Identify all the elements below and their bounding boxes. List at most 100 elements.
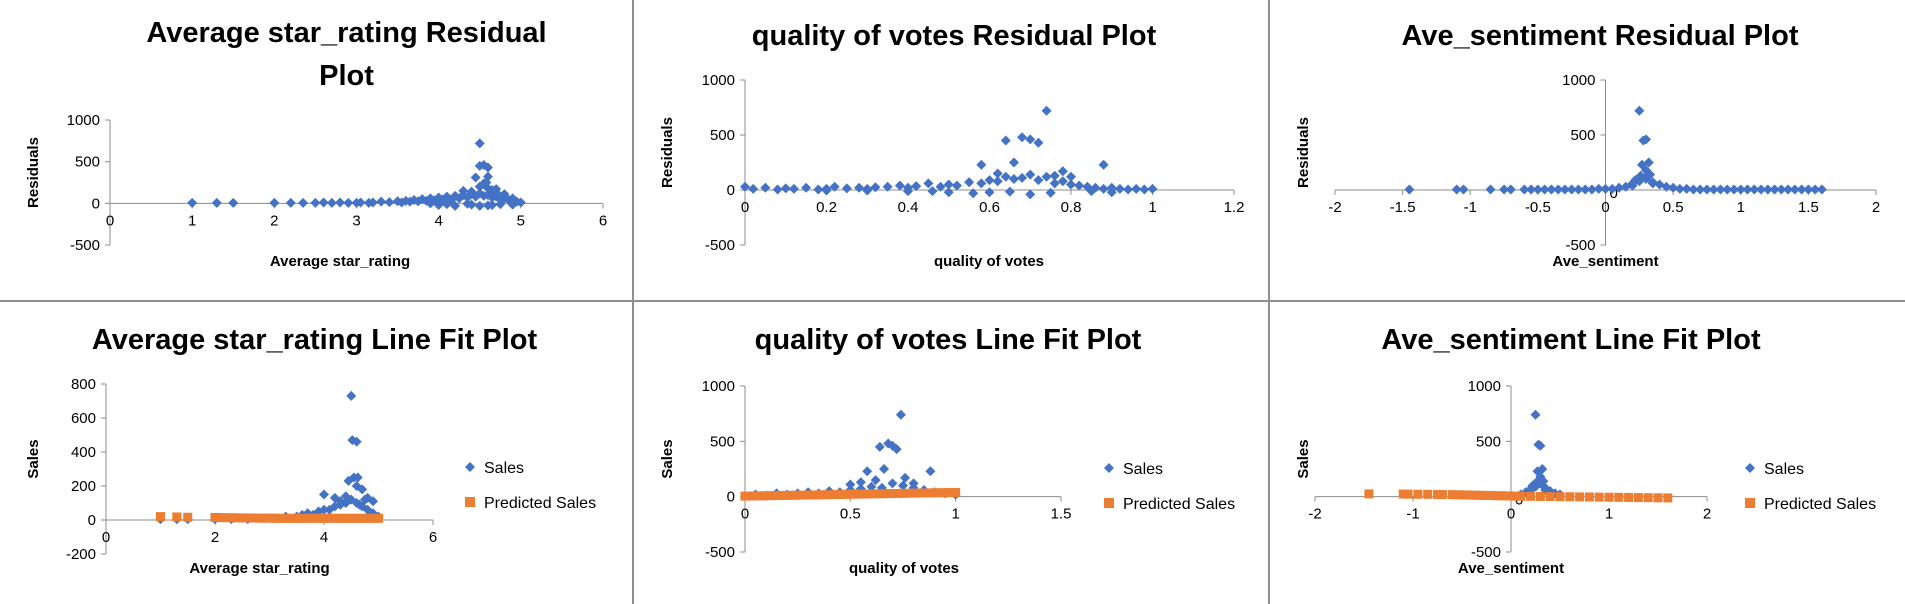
x-axis-label: quality of votes: [934, 253, 1044, 270]
sales-point: [1769, 184, 1780, 195]
x-tick-label: 2: [1872, 199, 1880, 216]
sales-point: [1525, 483, 1536, 494]
legend-sales-marker: [1745, 463, 1755, 473]
sales-point: [384, 197, 395, 208]
predicted-sales-point: [1511, 491, 1521, 501]
predicted-sales-point: [791, 490, 801, 500]
sales-point: [1057, 166, 1068, 177]
predicted-sales-point: [778, 490, 788, 500]
sales-point: [1783, 184, 1794, 195]
sales-point: [984, 175, 995, 186]
legend-sales-label: Sales: [484, 460, 524, 477]
y-tick-label: 600: [71, 410, 96, 427]
predicted-sales-point: [1491, 491, 1501, 501]
sales-point: [1600, 183, 1611, 194]
series-sales: [750, 409, 961, 501]
chart-svg: Average star_rating Residual Plot -500 0 500…: [25, 17, 607, 270]
divider-vertical-2: [1268, 0, 1270, 604]
sales-point: [891, 444, 902, 455]
sales-point: [1620, 181, 1631, 192]
legend-predicted-label: Predicted Sales: [484, 495, 596, 512]
y-tick-label: -200: [66, 546, 96, 563]
predicted-sales-point: [873, 489, 883, 499]
x-tick-label: 1: [1148, 199, 1156, 216]
series-sales: [1515, 409, 1565, 500]
sales-point: [1086, 186, 1097, 197]
sales-point: [351, 481, 362, 491]
predicted-sales-point: [341, 513, 351, 523]
sales-point: [474, 138, 485, 149]
y-tick-label: 500: [1570, 127, 1595, 144]
sales-point: [1033, 175, 1044, 186]
x-tick-label: 3: [352, 212, 360, 229]
sales-point: [367, 197, 378, 208]
x-tick-label: 2: [270, 212, 278, 229]
chart-svg: Ave_sentiment Line Fit Plot -500 0 500 1000 -…: [1295, 324, 1876, 577]
sales-point: [925, 466, 936, 477]
sales-point: [269, 197, 280, 208]
legend-sales-marker: [465, 462, 475, 472]
predicted-sales-point: [1643, 493, 1653, 503]
predicted-sales-point: [243, 513, 253, 523]
chart-title: Average star_rating Line Fit Plot: [92, 324, 538, 356]
predicted-sales-point: [1462, 490, 1472, 500]
sales-point: [470, 172, 481, 183]
sales-point: [908, 478, 919, 489]
predicted-sales-point: [904, 488, 914, 498]
sales-point: [1008, 174, 1019, 184]
y-axis-label: Sales: [1295, 439, 1312, 478]
chart-panel-quality-votes-residual: quality of votes Residual Plot -500 0 500 10…: [634, 0, 1268, 300]
predicted-sales-point: [1526, 491, 1536, 501]
sales-point: [898, 480, 908, 491]
predicted-sales-point: [1565, 492, 1575, 502]
sales-point: [976, 159, 987, 170]
sales-point: [1722, 184, 1733, 195]
sales-point: [359, 494, 370, 505]
sales-point: [1025, 189, 1036, 200]
sales-point: [368, 508, 379, 519]
sales-point: [1553, 184, 1564, 195]
predicted-sales-point: [1653, 493, 1663, 503]
predicted-sales-point: [1535, 491, 1545, 501]
sales-point: [1049, 178, 1060, 189]
sales-point: [319, 489, 329, 500]
x-tick-label: 2: [211, 529, 219, 546]
sales-point: [1695, 184, 1706, 195]
sales-point: [788, 183, 799, 194]
predicted-sales-point: [930, 488, 940, 498]
sales-point: [1539, 184, 1550, 195]
sales-point: [1098, 183, 1109, 194]
sales-point: [1607, 183, 1618, 194]
predicted-sales-point: [275, 513, 285, 523]
x-tick-label: 0: [741, 199, 749, 216]
sales-point: [992, 168, 1003, 179]
predicted-sales-point: [221, 513, 231, 523]
sales-point: [1106, 187, 1117, 198]
sales-point: [425, 198, 436, 209]
sales-point: [495, 199, 506, 210]
series-predicted: [740, 487, 961, 501]
y-tick-label: -500: [70, 237, 100, 254]
sales-point: [992, 176, 1003, 187]
sales-point: [1796, 184, 1807, 195]
predicted-sales-point: [259, 513, 269, 523]
predicted-sales-point: [226, 513, 236, 523]
sales-point: [1559, 184, 1570, 195]
x-tick-label: -1: [1464, 199, 1477, 216]
predicted-sales-point: [352, 513, 362, 523]
sales-point: [450, 200, 461, 211]
chart-panel-star-rating-residual: Average star_rating Residual Plot -500 0 500…: [0, 0, 632, 300]
y-tick-label: -500: [705, 237, 735, 254]
sales-point: [1090, 182, 1101, 193]
sales-point: [1776, 184, 1787, 195]
sales-point: [335, 496, 346, 507]
sales-point: [507, 193, 518, 204]
predicted-sales-point: [822, 490, 832, 500]
y-tick-label: -500: [1565, 237, 1595, 254]
chart-svg: Average star_rating Line Fit Plot-200020…: [25, 324, 596, 577]
y-tick-label: 800: [71, 376, 96, 393]
sales-point: [911, 181, 922, 192]
sales-point: [318, 197, 329, 208]
sales-point: [935, 181, 946, 192]
x-tick-label: 1: [951, 506, 959, 523]
